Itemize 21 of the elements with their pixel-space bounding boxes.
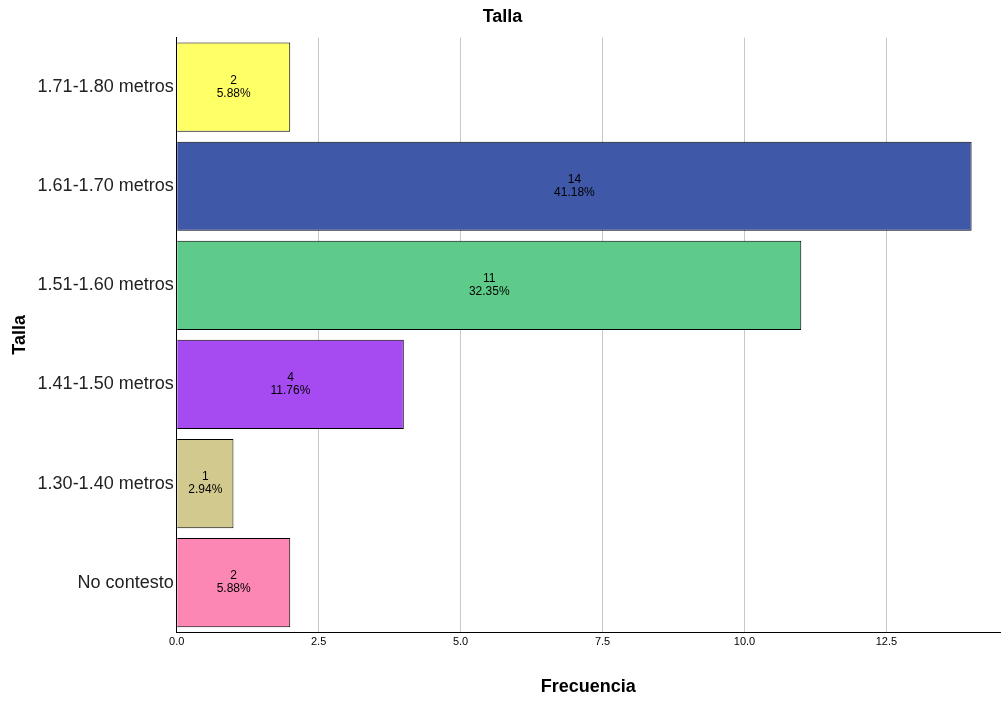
- y-tick-label: 1.41-1.50 metros: [37, 373, 174, 394]
- y-tick-label: 1.61-1.70 metros: [37, 175, 174, 196]
- data-label: 1 2.94%: [188, 469, 223, 497]
- data-label: 4 11.76%: [270, 370, 311, 398]
- x-tick-label: 0.0: [169, 634, 185, 647]
- x-tick-label: 12.5: [875, 634, 898, 647]
- data-label: 14 41.18%: [554, 172, 596, 200]
- data-label: 2 5.88%: [216, 72, 252, 100]
- x-tick-label: 2.5: [310, 634, 327, 647]
- y-tick-label: 1.30-1.40 metros: [37, 472, 174, 493]
- x-axis-title: Frecuencia: [540, 676, 637, 697]
- x-tick-label: 5.0: [452, 634, 469, 647]
- y-tick-label: 1.71-1.80 metros: [37, 76, 174, 97]
- x-tick-label: 7.5: [594, 634, 611, 647]
- data-label: 2 5.88%: [216, 568, 252, 596]
- data-label: 11 32.35%: [468, 271, 510, 299]
- x-tick-label: 10.0: [733, 634, 756, 647]
- y-axis-title: Talla: [8, 314, 29, 355]
- chart-title: Talla: [482, 5, 524, 26]
- y-tick-label: 1.51-1.60 metros: [37, 274, 174, 295]
- y-tick-label: No contesto: [77, 571, 174, 592]
